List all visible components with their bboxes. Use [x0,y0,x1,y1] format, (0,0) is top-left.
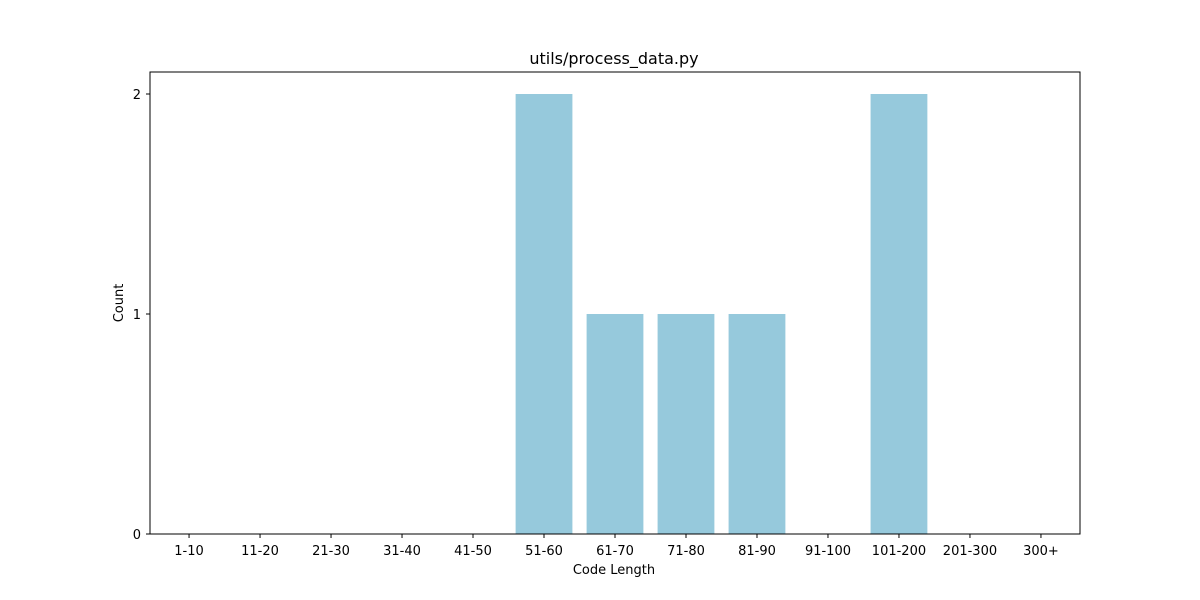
y-tick-label: 1 [133,308,141,323]
chart-title: utils/process_data.py [529,49,698,69]
x-tick-label: 11-20 [241,544,279,559]
x-tick-label: 61-70 [596,544,634,559]
x-axis: 1-10 11-20 21-30 31-40 41-50 51-60 61-70 71-80 8… [174,534,1059,559]
x-tick-label: 21-30 [312,544,350,559]
bar-81-90 [728,314,786,534]
y-tick-label: 0 [133,528,141,543]
x-tick-label: 91-100 [805,544,851,559]
y-tick-label: 2 [133,88,141,103]
x-tick-label: 71-80 [667,544,705,559]
x-tick-label: 101-200 [872,544,926,559]
bar-51-60 [515,94,573,534]
y-axis-label: Count [112,284,127,323]
x-tick-label: 300+ [1023,544,1059,559]
x-tick-label: 81-90 [738,544,776,559]
x-axis-label: Code Length [573,563,655,578]
y-axis: 0 1 2 [133,88,150,543]
bar-61-70 [586,314,644,534]
bars-group [515,94,928,534]
x-tick-label: 41-50 [454,544,492,559]
x-tick-label: 31-40 [383,544,421,559]
x-tick-label: 201-300 [943,544,997,559]
bar-101-200 [870,94,928,534]
x-tick-label: 51-60 [525,544,563,559]
x-tick-label: 1-10 [174,544,204,559]
bar-71-80 [657,314,715,534]
